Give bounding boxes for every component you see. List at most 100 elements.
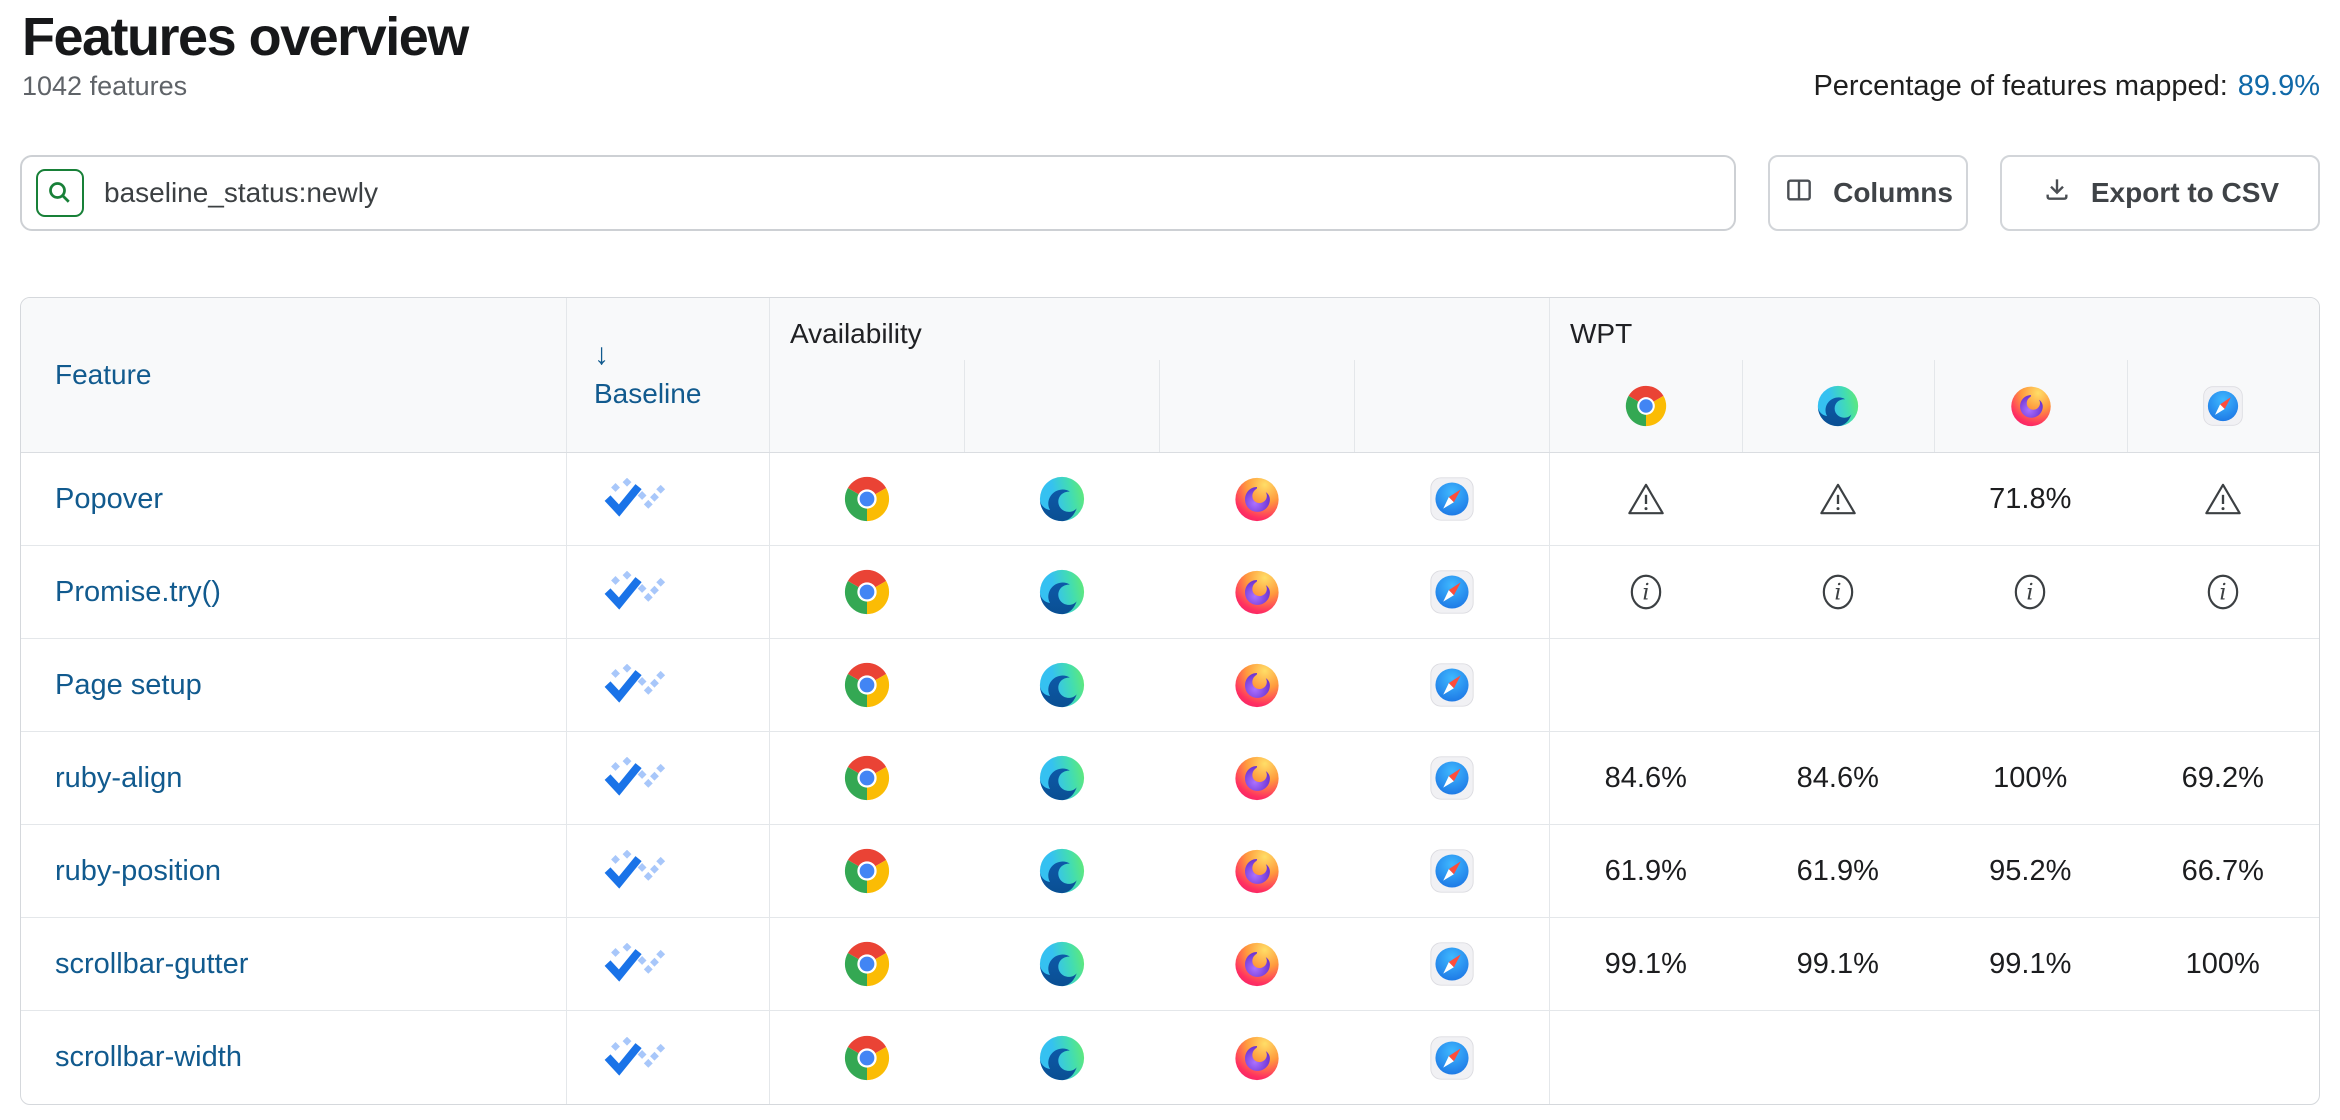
table-header: Feature ↓ Baseline Availability WPT xyxy=(21,298,2319,454)
baseline-cell xyxy=(566,918,769,1011)
safari-icon xyxy=(1429,1035,1475,1081)
feature-cell: scrollbar-width xyxy=(21,1011,566,1104)
baseline-cell xyxy=(566,732,769,825)
wpt-cell: 100% xyxy=(2127,918,2320,1010)
edge-icon xyxy=(1039,569,1085,615)
export-csv-button-label: Export to CSV xyxy=(2090,177,2280,209)
chrome-icon xyxy=(844,1035,890,1081)
search-box[interactable] xyxy=(20,155,1736,232)
feature-cell: Promise.try() xyxy=(21,546,566,638)
baseline-newly-icon xyxy=(604,850,666,892)
wpt-cell xyxy=(1549,453,1742,546)
wpt-cell: 66.7% xyxy=(2127,825,2320,917)
firefox-icon xyxy=(1234,569,1280,615)
chrome-icon xyxy=(844,662,890,708)
baseline-cell xyxy=(566,546,769,639)
page-title: Features overview xyxy=(22,7,469,67)
wpt-cell: 100% xyxy=(1934,732,2127,824)
baseline-cell xyxy=(566,1011,769,1105)
table-row: Popover 71.8% xyxy=(21,453,2319,547)
firefox-icon xyxy=(1234,662,1280,708)
wpt-cell xyxy=(1934,639,2127,731)
availability-cell xyxy=(1354,546,1549,638)
feature-link[interactable]: Popover xyxy=(55,482,164,515)
warning-icon[interactable] xyxy=(2203,479,2243,519)
feature-column-header[interactable]: Feature xyxy=(55,359,152,391)
wpt-score: 99.1% xyxy=(1989,947,2072,980)
firefox-icon xyxy=(2010,385,2052,427)
wpt-cell: 99.1% xyxy=(1549,918,1742,1011)
chrome-icon xyxy=(844,941,890,987)
availability-subheader xyxy=(964,360,1159,453)
baseline-column-header[interactable]: ↓ Baseline xyxy=(566,298,769,453)
availability-cell xyxy=(1354,918,1549,1010)
baseline-newly-icon xyxy=(604,664,666,706)
mapped-percentage-link[interactable]: 89.9% xyxy=(2237,70,2320,103)
warning-icon[interactable] xyxy=(1818,479,1858,519)
wpt-cell: 61.9% xyxy=(1549,825,1742,918)
feature-link[interactable]: Page setup xyxy=(55,668,202,701)
wpt-score: 99.1% xyxy=(1604,947,1687,980)
warning-icon[interactable] xyxy=(1626,479,1666,519)
info-icon[interactable] xyxy=(2203,572,2243,612)
availability-cell xyxy=(1159,825,1354,917)
mapped-label: Percentage of features mapped: xyxy=(1813,70,2228,103)
info-icon[interactable] xyxy=(1626,572,1666,612)
feature-link[interactable]: scrollbar-gutter xyxy=(55,947,249,980)
wpt-cell: 84.6% xyxy=(1549,732,1742,825)
safari-icon xyxy=(1429,662,1475,708)
wpt-score: 66.7% xyxy=(2181,854,2264,887)
wpt-score: 84.6% xyxy=(1604,761,1687,794)
sort-desc-icon: ↓ xyxy=(594,338,609,372)
table-row: ruby-align 84.6% 84.6% 100% 69.2% xyxy=(21,732,2319,826)
search-icon[interactable] xyxy=(36,169,84,218)
availability-subheader xyxy=(1159,360,1354,453)
wpt-score: 61.9% xyxy=(1796,854,1879,887)
availability-subheader xyxy=(769,360,964,453)
firefox-icon xyxy=(1234,848,1280,894)
availability-cell xyxy=(964,546,1159,638)
availability-cell xyxy=(964,453,1159,545)
baseline-newly-icon xyxy=(604,757,666,799)
availability-cell xyxy=(1354,732,1549,824)
firefox-icon xyxy=(1234,941,1280,987)
search-input[interactable] xyxy=(104,177,1734,210)
download-icon xyxy=(2041,174,2073,213)
info-icon[interactable] xyxy=(2010,572,2050,612)
feature-link[interactable]: ruby-position xyxy=(55,854,222,887)
wpt-cell: 61.9% xyxy=(1742,825,1935,917)
safari-icon xyxy=(1429,941,1475,987)
feature-cell: Popover xyxy=(21,453,566,545)
wpt-cell xyxy=(1742,546,1935,638)
wpt-score: 84.6% xyxy=(1796,761,1879,794)
availability-cell xyxy=(1159,918,1354,1010)
table-body: Popover 71.8% Promise.try() Page setup xyxy=(21,453,2320,1105)
availability-cell xyxy=(769,546,964,639)
wpt-score: 99.1% xyxy=(1796,947,1879,980)
wpt-cell: 95.2% xyxy=(1934,825,2127,917)
availability-cell xyxy=(769,453,964,546)
availability-subheader xyxy=(1354,360,1549,453)
feature-link[interactable]: Promise.try() xyxy=(55,575,221,608)
edge-icon xyxy=(1039,1035,1085,1081)
columns-button[interactable]: Columns xyxy=(1768,155,1968,232)
columns-icon xyxy=(1783,174,1815,213)
availability-cell xyxy=(964,918,1159,1010)
wpt-cell xyxy=(1549,639,1742,732)
wpt-cell xyxy=(1934,546,2127,638)
chrome-icon xyxy=(844,569,890,615)
chrome-icon xyxy=(844,755,890,801)
availability-cell xyxy=(1354,639,1549,731)
availability-cell xyxy=(769,639,964,732)
safari-icon xyxy=(1429,848,1475,894)
feature-link[interactable]: ruby-align xyxy=(55,761,183,794)
export-csv-button[interactable]: Export to CSV xyxy=(2000,155,2320,232)
feature-link[interactable]: scrollbar-width xyxy=(55,1041,242,1074)
baseline-newly-icon xyxy=(604,571,666,613)
info-icon[interactable] xyxy=(1818,572,1858,612)
table-row: ruby-position 61.9% 61.9% 95.2% 66.7% xyxy=(21,825,2320,919)
wpt-score: 100% xyxy=(2185,947,2260,980)
baseline-cell xyxy=(566,825,769,918)
feature-cell: scrollbar-gutter xyxy=(21,918,566,1010)
safari-icon xyxy=(1429,476,1475,522)
